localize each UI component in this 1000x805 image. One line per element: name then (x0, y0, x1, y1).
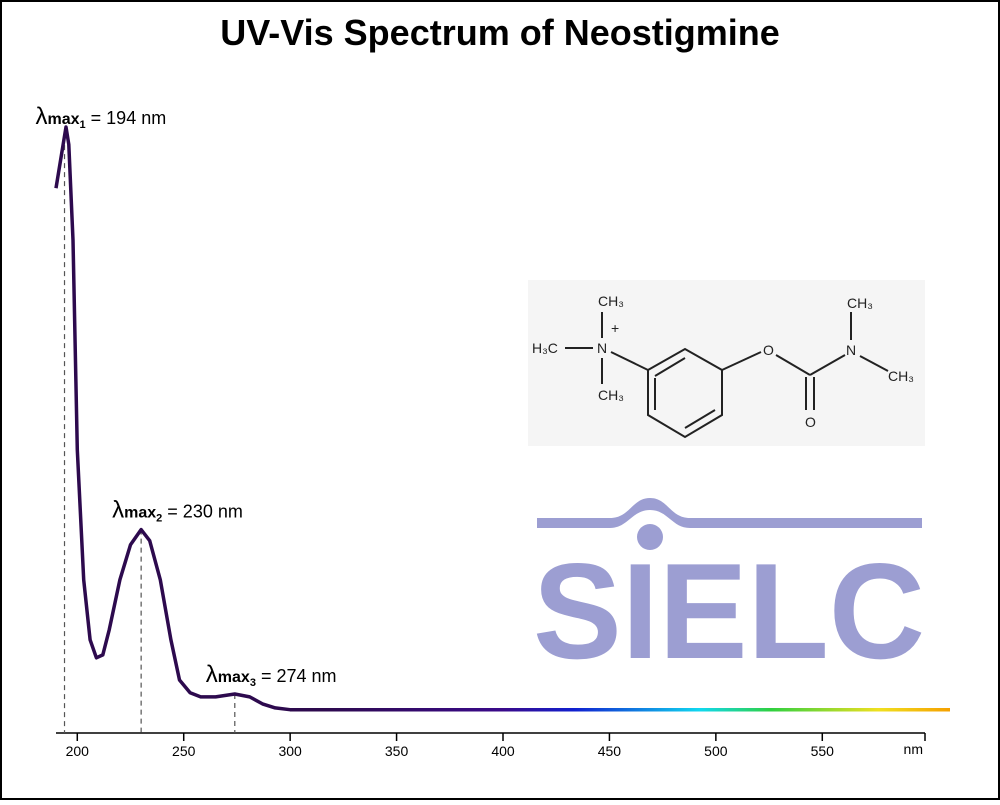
atom-label: + (611, 320, 619, 336)
max: max (218, 669, 250, 686)
logo-dot (637, 524, 663, 550)
atom-label: N (846, 342, 856, 358)
x-tick-label: 500 (704, 743, 728, 759)
structure-bg (528, 280, 925, 446)
x-tick-label: 450 (598, 743, 622, 759)
max: max (48, 111, 80, 128)
atom-label: CH₃ (847, 295, 873, 311)
index: 2 (156, 513, 162, 525)
lambda: λ (36, 103, 48, 130)
atom-label: O (805, 414, 816, 430)
logo-text: SIELC (533, 535, 925, 687)
atom-label: N (597, 340, 607, 356)
atom-label: H₃C (532, 340, 558, 356)
peak-text: = 230 nm (167, 502, 243, 522)
lambda: λ (112, 497, 124, 524)
x-tick-label: 350 (385, 743, 409, 759)
peak-label: λmax3 = 274 nm (206, 661, 337, 689)
atom-label: CH₃ (598, 293, 624, 309)
spectrum-line (54, 125, 950, 712)
index: 1 (80, 119, 86, 131)
lambda: λ (206, 661, 218, 688)
peak-label: λmax2 = 230 nm (112, 497, 243, 525)
x-tick-label: 550 (811, 743, 835, 759)
atom-label: O (763, 342, 774, 358)
structure (528, 280, 925, 446)
atom-label: CH₃ (888, 368, 914, 384)
index: 3 (250, 677, 256, 689)
x-axis-label: nm (904, 741, 923, 757)
logo-bar (537, 498, 922, 528)
x-tick-label: 200 (66, 743, 90, 759)
max: max (124, 505, 156, 522)
atom-label: CH₃ (598, 387, 624, 403)
logo: SIELC (533, 498, 925, 687)
x-tick-label: 400 (491, 743, 515, 759)
chart-title: UV-Vis Spectrum of Neostigmine (220, 12, 779, 53)
peak-text: = 194 nm (91, 108, 167, 128)
x-tick-label: 250 (172, 743, 196, 759)
peak-label: λmax1 = 194 nm (36, 103, 167, 131)
x-tick-label: 300 (278, 743, 302, 759)
peak-text: = 274 nm (261, 666, 337, 686)
